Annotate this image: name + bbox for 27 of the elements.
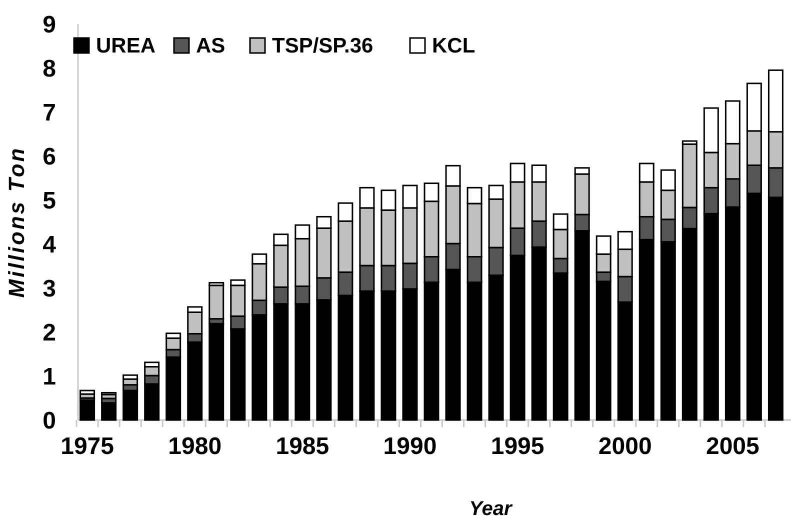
y-tick-label: 3 xyxy=(42,275,56,302)
x-tick-label: 1975 xyxy=(60,433,114,460)
y-tick-label: 8 xyxy=(42,55,56,82)
legend-label: AS xyxy=(196,34,226,58)
bar xyxy=(80,390,96,395)
y-axis-title: Millions Ton xyxy=(4,146,29,298)
bar xyxy=(122,390,138,421)
y-tick-label: 6 xyxy=(42,143,56,170)
x-tick-label: 2005 xyxy=(706,433,760,460)
x-axis-title: Year xyxy=(469,498,514,520)
x-tick-label: 2000 xyxy=(598,433,652,460)
legend-label: UREA xyxy=(96,34,156,58)
legend-label: TSP/SP.36 xyxy=(272,34,374,58)
x-tick-label: 1990 xyxy=(383,433,437,460)
x-tick-label: 1980 xyxy=(168,433,222,460)
bar xyxy=(101,402,117,421)
y-tick-label: 4 xyxy=(42,231,57,258)
legend-label: KCL xyxy=(432,34,476,58)
y-tick-label: 2 xyxy=(42,319,56,346)
y-tick-label: 7 xyxy=(42,99,56,126)
x-tick-label: 1985 xyxy=(276,433,330,460)
y-tick-label: 1 xyxy=(42,363,56,390)
x-tick-label: 1995 xyxy=(490,433,544,460)
y-tick-label: 9 xyxy=(42,11,56,38)
y-tick-label: 5 xyxy=(42,187,56,214)
bar xyxy=(208,322,224,421)
y-tick-label: 0 xyxy=(42,407,56,434)
